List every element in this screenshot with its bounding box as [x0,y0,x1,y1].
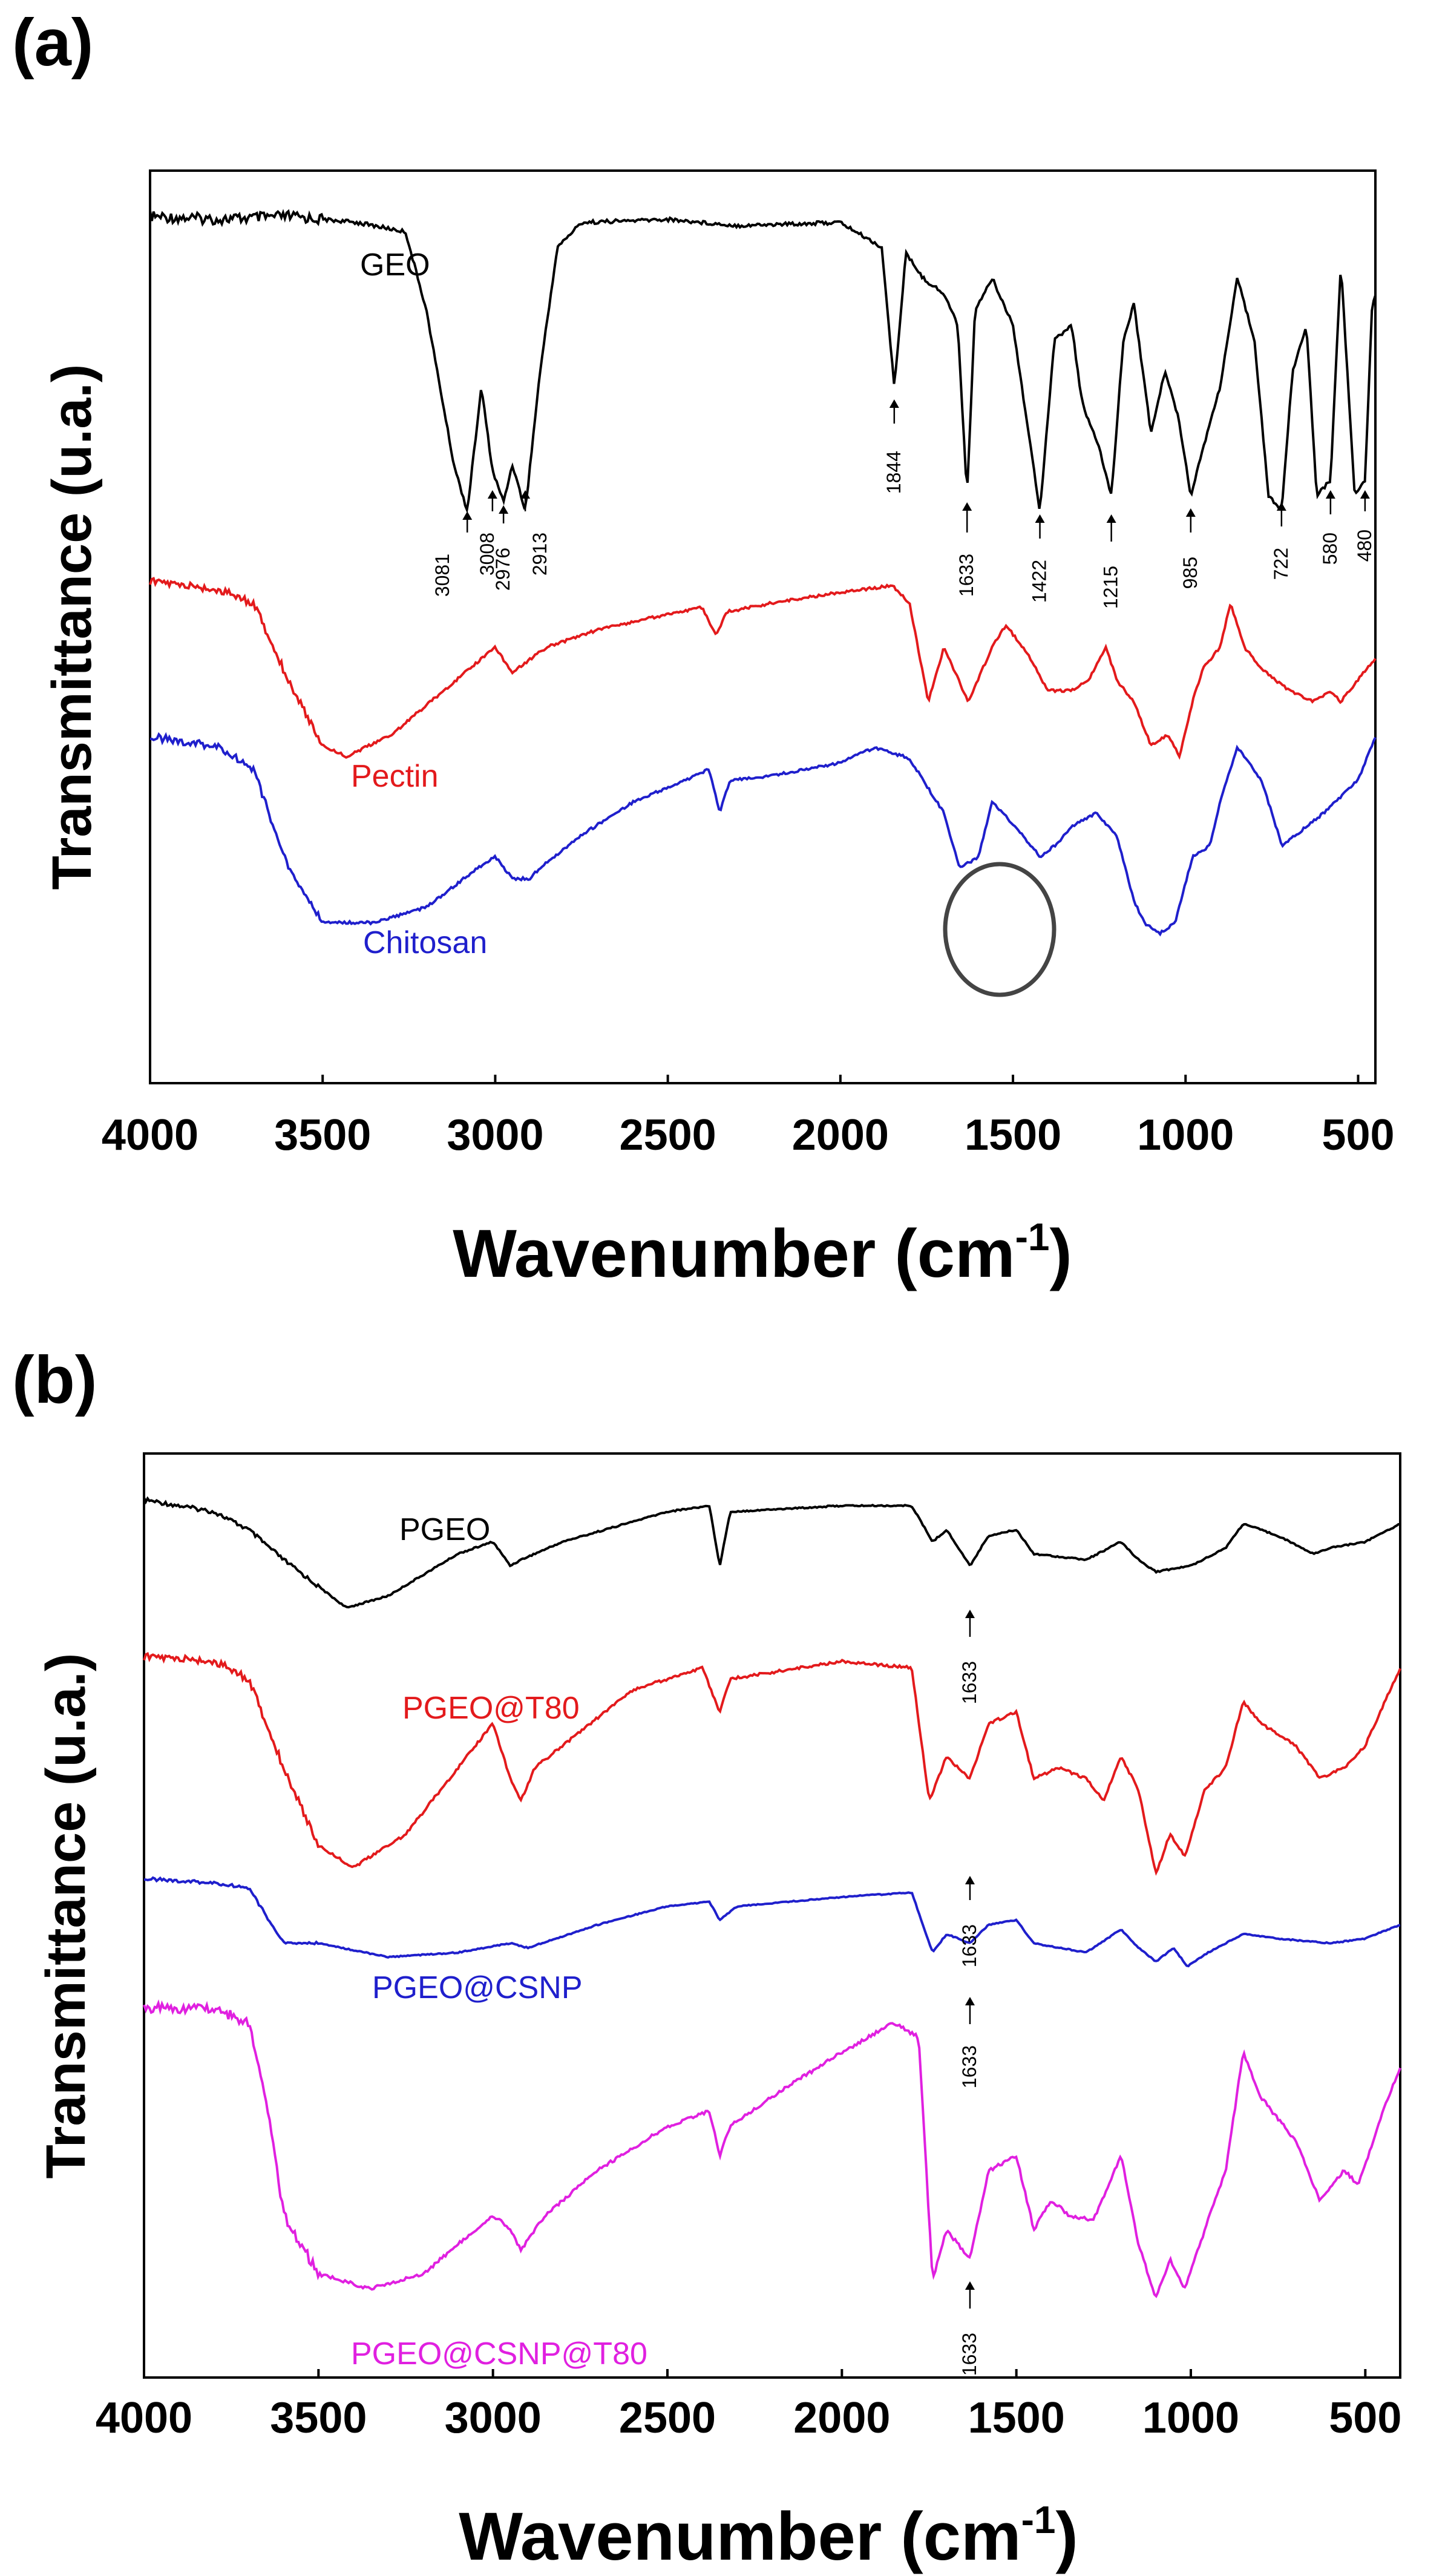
panel-a-peak-label-10: 580 [1319,533,1341,565]
panel-b-tick-label-4000: 4000 [96,2394,192,2442]
panel-b-series-label-pgeo-t80: PGEO@T80 [402,1691,580,1726]
panel-b-tick-label-1000: 1000 [1142,2394,1239,2442]
panel-a-tick-label-2500: 2500 [620,1111,716,1159]
panel-a-peak-arrowhead-2 [499,505,509,514]
panel-b-series: PGEO PGEO@T80 PGEO@CSNP PGEO@CSNP@T80 [143,1496,1401,2371]
panel-b-peak-label-0: 1633 [958,1661,980,1704]
panel-b-series-pgeo-t80 [143,1652,1401,1876]
panel-b-series-label-pgeo-csnp: PGEO@CSNP [372,1970,583,2005]
panel-a-tick-label-2000: 2000 [792,1111,889,1159]
panel-a-x-axis-label: Wavenumber (cm-1) [453,1215,1072,1291]
panel-a-peak-label-9: 722 [1270,548,1292,580]
panel-a-y-axis-label: Transmittance (u.a.) [41,364,103,890]
panel-b-peak-label-2: 1633 [958,2045,980,2088]
panel-b-x-label-main: Wavenumber (cm [459,2499,1021,2574]
panel-a-peak-arrowhead-5 [962,502,972,511]
panel-a-peak-arrowhead-1 [487,490,497,499]
panel-a-peak-label-8: 985 [1179,557,1201,589]
panel-a-peak-arrowhead-10 [1325,490,1335,499]
panel-a-series: GEO Pectin Chitosan [149,209,1377,960]
panel-a-tick-label-3500: 3500 [274,1111,371,1159]
panel-a-peak-arrowhead-6 [1035,514,1045,523]
panel-a-peak-arrowhead-7 [1106,514,1116,523]
panel-a-series-chitosan [149,732,1377,937]
panel-a-peak-label-3: 2913 [529,533,551,575]
panel-a-peak-arrowhead-8 [1185,508,1196,517]
panel-a-peak-label-5: 1633 [955,554,977,597]
panel-a-peak-arrowhead-3 [520,490,531,499]
panel-b-peak-arrowhead-0 [965,1610,975,1618]
panel-b-peak-arrowhead-2 [965,1997,975,2005]
panel-a-x-label-sup: -1 [1015,1215,1050,1259]
panel-b-peak-label-3: 1633 [958,2333,980,2376]
panel-a-tick-label-1500: 1500 [965,1111,1061,1159]
panel-a-peak-arrowhead-0 [462,511,473,520]
panel-a-peak-label-0: 3081 [431,554,453,597]
panel-a-frame [149,169,1377,1084]
panel-b-y-axis-label: Transmittance (u.a.) [35,1653,97,2178]
panel-b-peak-arrowhead-3 [965,2281,975,2290]
panel-a-series-label-geo: GEO [360,247,430,283]
panel-a-label: (a) [12,5,93,80]
panel-b-peak-label-1: 1633 [958,1924,980,1967]
panel-a-peak-label-1: 3008 [476,533,498,575]
panel-a-tick-label-500: 500 [1322,1111,1394,1159]
panel-a-peak-label-2: 2976 [492,548,514,591]
panel-b-peak-annotations: 1633 1633 1633 1633 [958,1610,980,2376]
panel-b-x-label-close: ) [1056,2499,1078,2574]
panel-b-tick-label-2000: 2000 [793,2394,890,2442]
panel-b-frame [143,1452,1401,2379]
panel-a-series-label-chitosan: Chitosan [363,925,487,960]
panel-b-peak-arrowhead-1 [965,1876,975,1884]
panel-b-series-pgeo-csnp-t80 [143,1999,1401,2298]
panel-a-x-label-main: Wavenumber (cm [453,1216,1015,1291]
panel-a-peak-label-11: 480 [1354,529,1375,562]
panel-a-x-ticks: 4000 3500 3000 2500 2000 1500 1000 500 [102,1075,1395,1159]
panel-a-series-pectin [149,577,1377,760]
panel-b-series-pgeo [143,1496,1400,1609]
panel-a-peak-label-4: 1844 [883,451,905,494]
panel-a-tick-label-1000: 1000 [1137,1111,1234,1159]
panel-a-series-geo [149,209,1377,514]
panel-b-tick-label-1500: 1500 [968,2394,1065,2442]
panel-b-series-label-pgeo: PGEO [399,1512,490,1547]
panel-a-peak-arrowhead-9 [1276,502,1286,511]
panel-a-peak-label-6: 1422 [1029,560,1050,603]
panel-a-x-label-close: ) [1050,1216,1072,1291]
panel-b-series-pgeo-csnp [143,1876,1401,1968]
panel-b-x-label-sup: -1 [1021,2498,1056,2542]
panel-a-highlight-ellipse [943,862,1057,997]
panel-a-peak-arrowhead-4 [889,399,899,408]
panel-b-x-axis-label: Wavenumber (cm-1) [459,2498,1078,2574]
panel-a-tick-label-4000: 4000 [102,1111,198,1159]
panel-b-tick-label-2500: 2500 [619,2394,716,2442]
panel-b-series-label-pgeo-csnp-t80: PGEO@CSNP@T80 [351,2336,647,2371]
panel-a-peak-label-7: 1215 [1100,566,1122,609]
panel-b-tick-label-500: 500 [1329,2394,1401,2442]
panel-b-tick-label-3000: 3000 [445,2394,542,2442]
panel-b-x-ticks: 4000 3500 3000 2500 2000 1500 1000 500 [96,2369,1401,2442]
panel-a-peak-arrowhead-11 [1360,490,1370,499]
panel-a-series-label-pectin: Pectin [351,759,439,794]
panel-b-tick-label-3500: 3500 [270,2394,367,2442]
panel-b-label: (b) [12,1343,97,1417]
panel-a-tick-label-3000: 3000 [447,1111,543,1159]
